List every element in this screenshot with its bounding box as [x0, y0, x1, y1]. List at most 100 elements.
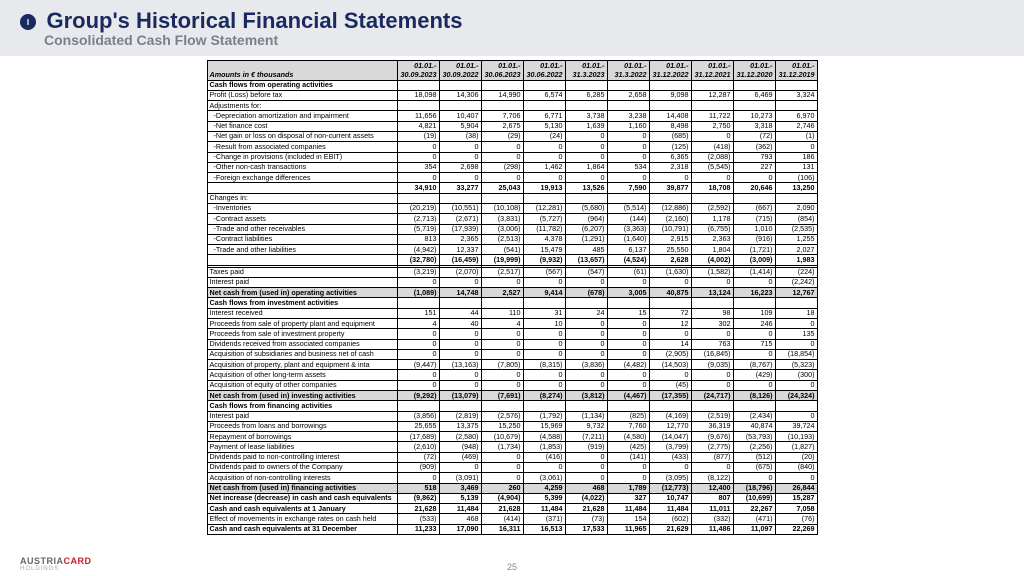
cell: 0: [775, 380, 817, 390]
cell: (10,193): [775, 432, 817, 442]
cell: (1,853): [523, 442, 565, 452]
cell: 1,010: [733, 224, 775, 234]
cell: [565, 101, 607, 111]
cell: 36,319: [691, 421, 733, 431]
cell: 0: [649, 462, 691, 472]
cell: 7,760: [607, 421, 649, 431]
row-label: -Other non-cash transactions: [207, 162, 397, 172]
cell: 2,363: [691, 234, 733, 244]
cell: 1,639: [565, 121, 607, 131]
cell: 0: [397, 152, 439, 162]
cell: 8,498: [649, 121, 691, 131]
row-label: Effect of movements in exchange rates on…: [207, 514, 397, 524]
row-label: -Contract assets: [207, 214, 397, 224]
cell: 44: [439, 308, 481, 318]
cell: (18,854): [775, 349, 817, 359]
row-label: -Result from associated companies: [207, 142, 397, 152]
cell: (3,799): [649, 442, 691, 452]
cell: 11,484: [439, 504, 481, 514]
cell: 135: [775, 329, 817, 339]
cell: (9,292): [397, 391, 439, 401]
cell: (4,580): [607, 432, 649, 442]
cell: (1): [775, 131, 817, 141]
cell: 21,629: [649, 524, 691, 534]
cell: 0: [481, 380, 523, 390]
cell: 16,223: [733, 288, 775, 298]
cell: (1,134): [565, 411, 607, 421]
cell: [439, 298, 481, 308]
cell: [775, 80, 817, 90]
cell: (2,905): [649, 349, 691, 359]
cell: (4,588): [523, 432, 565, 442]
cell: (17,355): [649, 391, 691, 401]
row-label: Interest paid: [207, 411, 397, 421]
cell: 3,324: [775, 90, 817, 100]
cell: [691, 401, 733, 411]
row-label: Acquisition of property, plant and equip…: [207, 360, 397, 370]
cell: 0: [565, 349, 607, 359]
row-label: Net cash from (used in) operating activi…: [207, 288, 397, 298]
cell: (3,006): [481, 224, 523, 234]
cell: 0: [691, 277, 733, 287]
cell: 0: [733, 473, 775, 483]
cell: (919): [565, 442, 607, 452]
cell: 0: [481, 339, 523, 349]
cell: 9,098: [649, 90, 691, 100]
cell: 0: [523, 349, 565, 359]
cell: (73): [565, 514, 607, 524]
cell: 14: [649, 339, 691, 349]
cell: 302: [691, 319, 733, 329]
cell: (2,070): [439, 267, 481, 277]
cell: 0: [481, 370, 523, 380]
cell: (17,939): [439, 224, 481, 234]
cell: 40: [439, 319, 481, 329]
cell: (141): [607, 452, 649, 462]
cell: 0: [607, 277, 649, 287]
cell: (547): [565, 267, 607, 277]
cell: [397, 298, 439, 308]
cell: (10,791): [649, 224, 691, 234]
cell: 0: [733, 380, 775, 390]
cell: (4,904): [481, 493, 523, 503]
cell: (429): [733, 370, 775, 380]
row-label: Proceeds from sale of property plant and…: [207, 319, 397, 329]
cell: (2,242): [775, 277, 817, 287]
cell: 0: [691, 329, 733, 339]
cell: 0: [649, 329, 691, 339]
cell: [439, 193, 481, 203]
cell: 4: [397, 319, 439, 329]
cell: 0: [481, 173, 523, 183]
cell: 0: [565, 473, 607, 483]
cell: 0: [607, 462, 649, 472]
cell: (12,886): [649, 203, 691, 213]
cell: 327: [607, 493, 649, 503]
cell: [523, 298, 565, 308]
cell: (3,219): [397, 267, 439, 277]
cell: (125): [649, 142, 691, 152]
cell: (12,773): [649, 483, 691, 493]
cell: 0: [439, 339, 481, 349]
cell: 11,011: [691, 504, 733, 514]
cell: (5,514): [607, 203, 649, 213]
cell: [481, 298, 523, 308]
cell: 15: [607, 308, 649, 318]
row-label: -Inventories: [207, 203, 397, 213]
cell: 21,628: [397, 504, 439, 514]
cell: (1,630): [649, 267, 691, 277]
cell: 0: [649, 370, 691, 380]
cell: 11,656: [397, 111, 439, 121]
cell: 11,484: [607, 504, 649, 514]
cell: [523, 80, 565, 90]
cell: 0: [691, 173, 733, 183]
cell: (72): [733, 131, 775, 141]
cell: (3,812): [565, 391, 607, 401]
cell: 131: [775, 162, 817, 172]
cell: (1,792): [523, 411, 565, 421]
page-title: Group's Historical Financial Statements: [46, 8, 462, 34]
row-label: Profit (Loss) before tax: [207, 90, 397, 100]
cell: [607, 298, 649, 308]
cell: [733, 80, 775, 90]
cell: [607, 80, 649, 90]
cell: [775, 101, 817, 111]
cell: (877): [691, 452, 733, 462]
